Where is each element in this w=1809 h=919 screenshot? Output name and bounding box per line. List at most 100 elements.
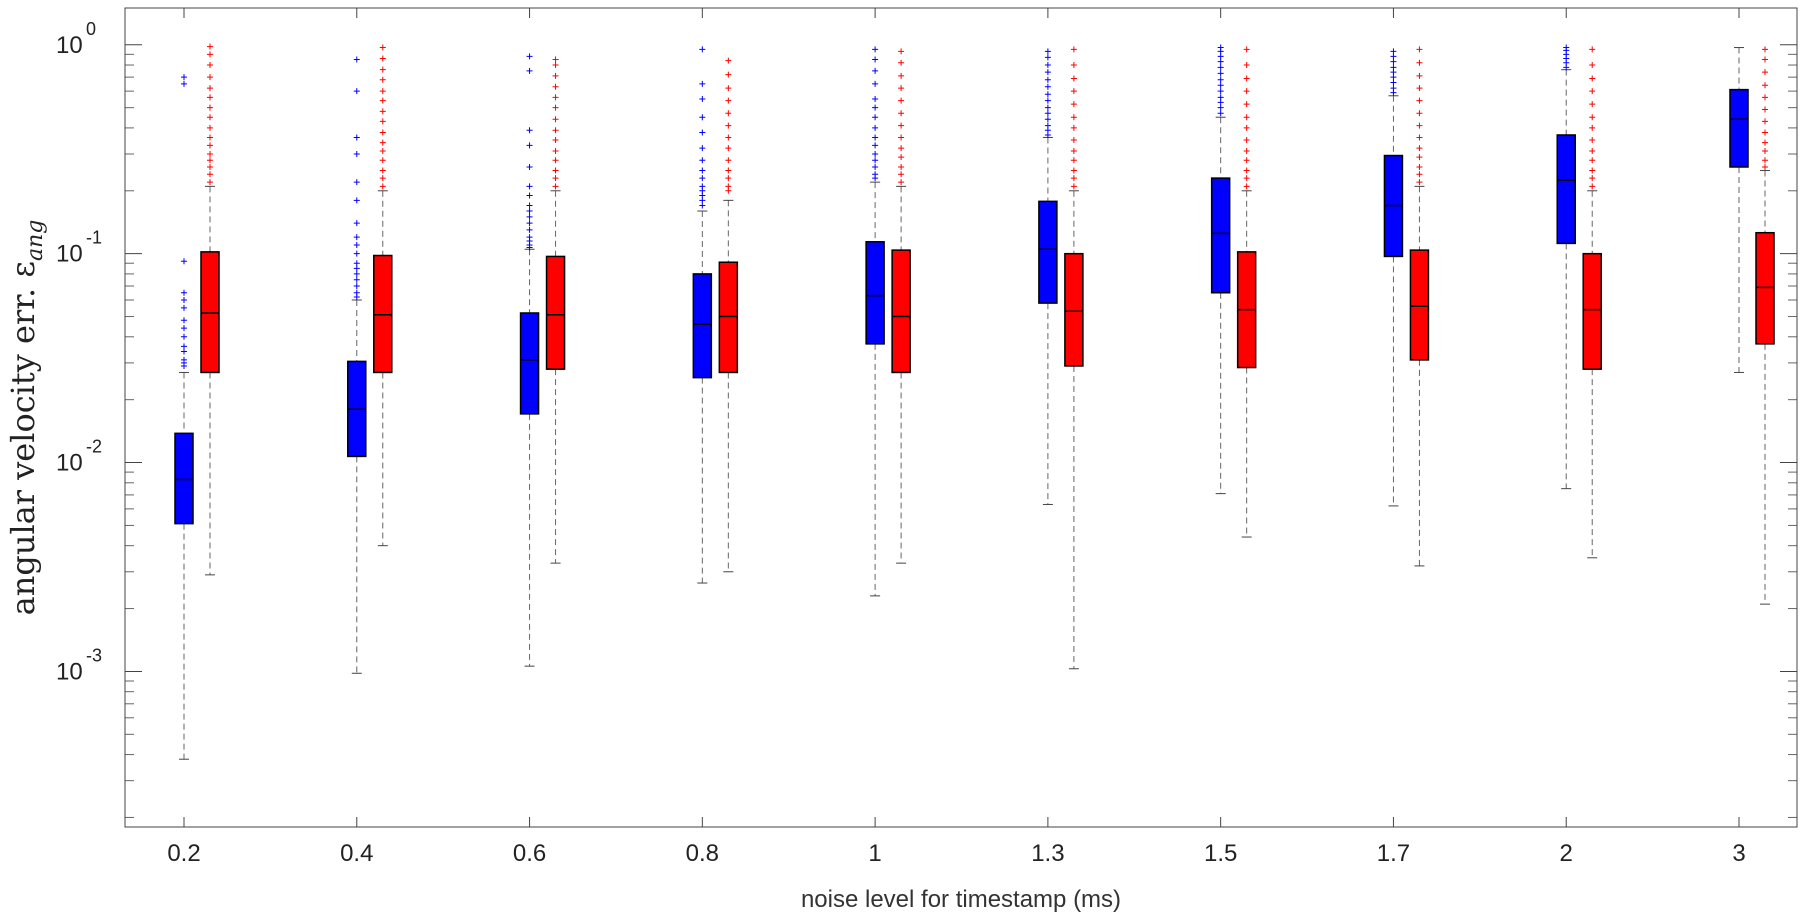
outlier-point: [552, 175, 559, 182]
outlier-point: [872, 142, 879, 149]
outlier-point: [898, 145, 905, 152]
outlier-point: [1243, 157, 1250, 164]
outlier-point: [1762, 148, 1768, 155]
outlier-point: [1416, 134, 1423, 141]
outlier-point: [1044, 91, 1051, 98]
outlier-point: [207, 85, 213, 92]
outlier-point: [1044, 104, 1051, 111]
outlier-point: [552, 127, 559, 134]
y-tick-label-base: 10: [56, 658, 83, 685]
outlier-point: [379, 175, 386, 182]
red-box: [1755, 231, 1775, 345]
outlier-point: [353, 250, 360, 257]
outlier-point: [1762, 163, 1768, 170]
outlier-point: [353, 220, 360, 227]
outlier-point: [379, 44, 386, 51]
outlier-point: [872, 134, 879, 141]
outlier-point: [1070, 114, 1077, 121]
outlier-point: [379, 76, 386, 83]
outlier-point: [181, 325, 187, 332]
outlier-point: [552, 157, 559, 164]
axes-frame: [124, 7, 1798, 828]
outlier-point: [699, 175, 706, 182]
outlier-point: [1762, 106, 1768, 113]
blue-box-group: [1383, 48, 1404, 507]
outlier-point: [353, 270, 360, 277]
outlier-point: [1243, 75, 1250, 82]
outlier-point: [353, 88, 360, 95]
outlier-point: [1589, 175, 1596, 182]
outlier-point: [898, 154, 905, 161]
outlier-point: [526, 127, 533, 134]
outlier-point: [725, 110, 732, 117]
y-tick-label-exponent: -2: [86, 437, 102, 457]
outlier-point: [872, 151, 879, 158]
outlier-point: [699, 157, 706, 164]
x-tick-label: 3: [1732, 840, 1745, 867]
outlier-point: [1243, 183, 1250, 190]
outlier-point: [1044, 83, 1051, 90]
outlier-point: [379, 97, 386, 104]
blue-box-group: [865, 46, 885, 597]
y-axis-label-subscript: ang: [23, 220, 48, 261]
outlier-point: [872, 163, 879, 170]
blue-box: [1038, 200, 1058, 304]
red-box-group: [1064, 46, 1084, 670]
outlier-point: [526, 163, 533, 170]
outlier-point: [1217, 110, 1224, 117]
outlier-point: [872, 157, 879, 164]
outlier-point: [1589, 88, 1596, 95]
outlier-point: [1217, 76, 1224, 83]
outlier-point: [898, 59, 905, 66]
x-tick-label: 0.4: [340, 840, 373, 867]
outlier-point: [872, 96, 879, 103]
outlier-point: [1762, 118, 1768, 125]
outlier-point: [872, 124, 879, 131]
outlier-point: [1243, 62, 1250, 69]
outlier-point: [379, 167, 386, 174]
outlier-point: [699, 129, 706, 136]
y-axis-label-main: angular velocity err. ε: [4, 261, 42, 615]
red-box-group: [891, 48, 911, 564]
outlier-point: [1416, 163, 1423, 170]
outlier-point: [379, 129, 386, 136]
outlier-point: [699, 167, 706, 174]
outlier-point: [1416, 59, 1423, 66]
outlier-point: [1589, 62, 1596, 69]
outlier-point: [379, 55, 386, 62]
outlier-point: [1762, 82, 1768, 89]
outlier-point: [1390, 79, 1397, 86]
outlier-point: [207, 94, 213, 101]
outlier-point: [379, 118, 386, 125]
outlier-point: [552, 116, 559, 123]
outlier-point: [526, 234, 533, 241]
blue-box: [519, 312, 540, 415]
outlier-point: [1589, 114, 1596, 121]
red-box: [373, 254, 393, 374]
y-tick-label-exponent: 0: [86, 19, 96, 39]
x-tick-label: 1.7: [1377, 840, 1410, 867]
outlier-point: [1217, 88, 1224, 95]
outlier-point: [1217, 64, 1224, 71]
x-tick-label: 0.2: [167, 840, 200, 867]
outlier-point: [1243, 114, 1250, 121]
x-tick-label: 2: [1560, 840, 1573, 867]
outlier-point: [1243, 88, 1250, 95]
blue-box-group: [519, 53, 540, 667]
outlier-point: [181, 258, 187, 265]
outlier-point: [526, 208, 533, 215]
outlier-point: [1416, 145, 1423, 152]
outlier-point: [725, 145, 732, 152]
blue-box-group: [1210, 44, 1231, 495]
outlier-point: [379, 157, 386, 164]
outlier-point: [872, 80, 879, 87]
outlier-point: [1044, 76, 1051, 83]
blue-box-group: [347, 56, 367, 674]
outlier-point: [379, 88, 386, 95]
outlier-point: [725, 175, 732, 182]
outlier-point: [725, 71, 732, 78]
outlier-point: [1070, 62, 1077, 69]
outlier-point: [207, 157, 213, 164]
outlier-point: [181, 304, 187, 311]
outlier-point: [898, 85, 905, 92]
